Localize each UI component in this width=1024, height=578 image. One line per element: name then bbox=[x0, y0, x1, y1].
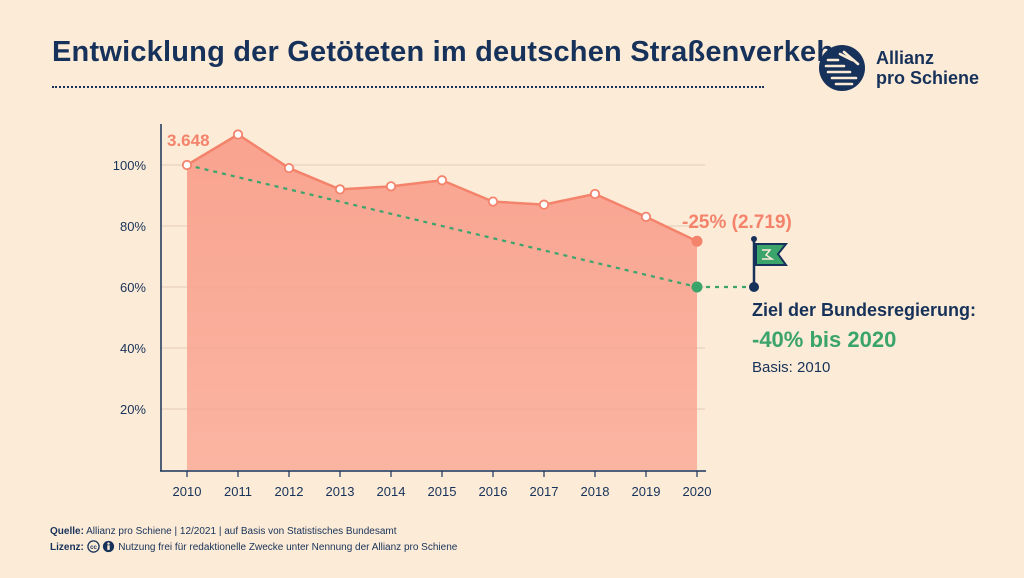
x-tick-label: 2012 bbox=[275, 484, 304, 499]
data-point bbox=[538, 199, 550, 210]
logo-mark-icon bbox=[819, 45, 865, 91]
target-point bbox=[691, 281, 703, 293]
y-tick-label: 40% bbox=[120, 341, 146, 356]
x-tick-label: 2014 bbox=[377, 484, 406, 499]
x-tick-label: 2018 bbox=[581, 484, 610, 499]
svg-text:cc: cc bbox=[90, 545, 97, 551]
x-tick-label: 2013 bbox=[326, 484, 355, 499]
chart-title: Entwicklung der Getöteten im deutschen S… bbox=[52, 36, 846, 68]
data-point bbox=[589, 188, 601, 200]
creative-commons-icon: cc bbox=[86, 540, 100, 553]
x-tick-label: 2017 bbox=[530, 484, 559, 499]
data-point bbox=[283, 162, 295, 174]
y-tick-label: 80% bbox=[120, 219, 146, 234]
x-tick-label: 2010 bbox=[173, 484, 202, 499]
logo-line-1: Allianz bbox=[876, 48, 935, 68]
x-tick-label: 2011 bbox=[224, 484, 252, 499]
y-tick-label: 60% bbox=[120, 280, 146, 295]
axis-layer bbox=[160, 124, 706, 477]
goal-title: Ziel der Bundesregierung: bbox=[752, 300, 977, 320]
data-point bbox=[691, 235, 703, 247]
y-tick-label: 100% bbox=[113, 158, 147, 173]
y-tick-label: 20% bbox=[120, 402, 146, 417]
logo-line-2: pro Schiene bbox=[876, 68, 980, 88]
x-tick-label: 2015 bbox=[428, 484, 457, 499]
point-layer bbox=[181, 129, 703, 247]
data-point bbox=[181, 159, 193, 171]
x-tick-label: 2020 bbox=[683, 484, 712, 499]
license-label: Lizenz: bbox=[50, 542, 84, 553]
goal-basis: Basis: 2010 bbox=[752, 359, 831, 376]
data-point bbox=[436, 175, 448, 186]
goal-flag-icon bbox=[749, 236, 789, 292]
area-fill bbox=[187, 134, 697, 470]
label-layer: 20% 40% 60% 80% 100% 2010 2011 2012 2013 2014 2015… bbox=[113, 131, 792, 499]
x-tick-label: 2016 bbox=[479, 484, 508, 499]
title-divider bbox=[52, 86, 764, 88]
attribution-icon bbox=[103, 540, 115, 553]
target-layer bbox=[186, 163, 752, 293]
data-point bbox=[640, 211, 652, 222]
start-value-label: 3.648 bbox=[167, 131, 210, 150]
target-line bbox=[186, 163, 698, 289]
data-point bbox=[487, 196, 499, 207]
source-text: Allianz pro Schiene | 12/2021 | auf Basi… bbox=[86, 526, 397, 537]
footer: Quelle: Allianz pro Schiene | 12/2021 | … bbox=[50, 524, 457, 556]
goal-annotation: Ziel der Bundesregierung: -40% bis 2020 … bbox=[752, 300, 976, 376]
license-line: Lizenz: cc Nutzung frei für redaktionell… bbox=[50, 540, 457, 556]
source-label: Quelle: bbox=[50, 526, 84, 537]
goal-value: -40% bis 2020 bbox=[752, 327, 897, 352]
source-line: Quelle: Allianz pro Schiene | 12/2021 | … bbox=[50, 524, 457, 540]
data-point bbox=[232, 129, 244, 140]
x-tick-label: 2019 bbox=[632, 484, 661, 499]
allianz-pro-schiene-logo: Allianz pro Schiene bbox=[818, 44, 988, 94]
data-point bbox=[334, 184, 346, 195]
license-text: Nutzung frei für redaktionelle Zwecke un… bbox=[118, 542, 458, 553]
end-value-label: -25% (2.719) bbox=[682, 212, 792, 233]
data-point bbox=[385, 181, 397, 192]
